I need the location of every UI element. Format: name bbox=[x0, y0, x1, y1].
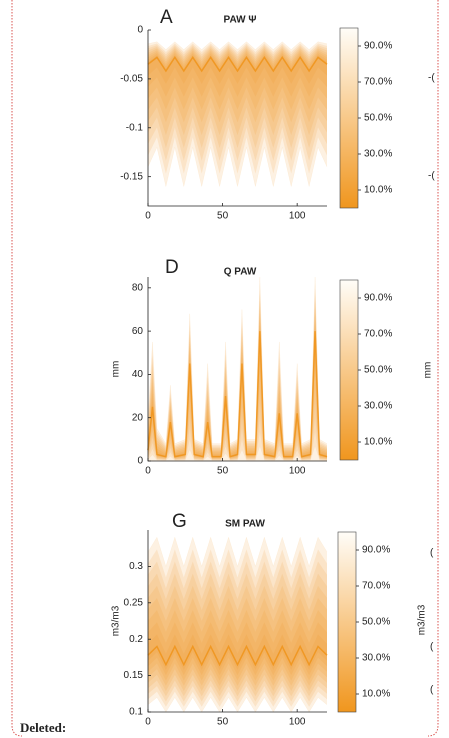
y-tick-label: 40 bbox=[132, 369, 144, 380]
fan-layer bbox=[148, 52, 327, 110]
x-tick-label: 50 bbox=[217, 717, 229, 728]
margin-fragment: -( bbox=[428, 171, 435, 182]
colorbar-tick-label: 30.0% bbox=[364, 149, 392, 160]
colorbar-tick-label: 70.0% bbox=[364, 77, 392, 88]
colorbar-tick-label: 50.0% bbox=[362, 617, 390, 628]
y-tick-label: 0.2 bbox=[129, 634, 143, 645]
margin-fragment: ( bbox=[430, 548, 434, 559]
y-tick-label: 60 bbox=[132, 326, 144, 337]
y-tick-label: -0.05 bbox=[120, 74, 143, 85]
margin-fragment: ( bbox=[430, 642, 434, 653]
colorbar-tick-label: 50.0% bbox=[364, 113, 392, 124]
fan-layer bbox=[148, 597, 327, 686]
median-line bbox=[147, 331, 328, 458]
colorbar-tick-label: 90.0% bbox=[364, 41, 392, 52]
fan-layer bbox=[148, 43, 327, 174]
comment-border bbox=[11, 0, 439, 737]
margin-fragment: -( bbox=[428, 73, 435, 84]
fan-layer bbox=[148, 50, 327, 123]
x-tick-label: 100 bbox=[289, 211, 306, 222]
y-tick-label: -0.15 bbox=[120, 171, 143, 182]
fan-layer bbox=[148, 41, 327, 187]
fan-layer bbox=[148, 48, 327, 136]
colorbar bbox=[339, 279, 359, 461]
chart-title: SM PAW bbox=[225, 519, 265, 530]
fan-layer bbox=[148, 549, 327, 707]
fan-layer bbox=[148, 45, 327, 161]
x-tick-label: 50 bbox=[217, 211, 229, 222]
upper-bound bbox=[147, 536, 328, 568]
panel-letter: G bbox=[172, 511, 187, 532]
median-line bbox=[147, 56, 328, 73]
median-line bbox=[147, 644, 328, 667]
lower-bound bbox=[147, 146, 328, 187]
fan-layer bbox=[148, 573, 327, 697]
fan-layer bbox=[148, 53, 327, 97]
fan-layer bbox=[148, 561, 327, 702]
margin-fragment: m3/m3 bbox=[417, 604, 428, 635]
fan-layer bbox=[148, 46, 327, 148]
footer-label: Deleted: bbox=[20, 720, 66, 735]
panel-letter: D bbox=[165, 257, 179, 278]
colorbar-tick-label: 30.0% bbox=[362, 653, 390, 664]
y-axis-label: m3/m3 bbox=[111, 605, 122, 636]
x-tick-label: 0 bbox=[145, 466, 151, 477]
colorbar-tick-label: 90.0% bbox=[364, 293, 392, 304]
fan-layer bbox=[148, 610, 327, 681]
colorbar-tick-label: 10.0% bbox=[362, 689, 390, 700]
colorbar-tick-label: 70.0% bbox=[364, 329, 392, 340]
x-tick-label: 100 bbox=[289, 466, 306, 477]
y-tick-label: 20 bbox=[132, 412, 144, 423]
y-tick-label: 0.1 bbox=[129, 707, 143, 718]
margin-fragment: ( bbox=[430, 685, 434, 696]
fan-layer bbox=[148, 537, 327, 712]
upper-bound bbox=[147, 276, 328, 445]
chart-title: PAW Ψ bbox=[224, 15, 257, 26]
colorbar-tick-label: 90.0% bbox=[362, 545, 390, 556]
y-tick-label: 0.15 bbox=[124, 670, 144, 681]
y-axis-label: mm bbox=[111, 361, 122, 378]
x-tick-label: 0 bbox=[145, 211, 151, 222]
panel-letter: A bbox=[160, 7, 173, 28]
y-tick-label: 0.3 bbox=[129, 561, 143, 572]
colorbar-tick-label: 70.0% bbox=[362, 581, 390, 592]
x-tick-label: 100 bbox=[289, 717, 306, 728]
fan-layer bbox=[148, 622, 327, 676]
x-tick-label: 0 bbox=[145, 717, 151, 728]
colorbar-tick-label: 10.0% bbox=[364, 185, 392, 196]
colorbar bbox=[337, 531, 357, 713]
colorbar-tick-label: 10.0% bbox=[364, 437, 392, 448]
y-tick-label: 80 bbox=[132, 282, 144, 293]
margin-fragment: mm bbox=[423, 362, 434, 379]
colorbar-tick-label: 50.0% bbox=[364, 365, 392, 376]
chart-title: Q PAW bbox=[224, 267, 257, 278]
colorbar bbox=[339, 27, 359, 209]
y-tick-label: 0 bbox=[137, 456, 143, 467]
y-tick-label: 0.25 bbox=[124, 597, 144, 608]
colorbar-tick-label: 30.0% bbox=[364, 401, 392, 412]
fan-layer bbox=[148, 585, 327, 691]
y-tick-label: 0 bbox=[137, 25, 143, 36]
upper-bound bbox=[147, 41, 328, 50]
x-tick-label: 50 bbox=[217, 466, 229, 477]
y-tick-label: -0.1 bbox=[126, 122, 144, 133]
fan-layer bbox=[148, 634, 327, 670]
